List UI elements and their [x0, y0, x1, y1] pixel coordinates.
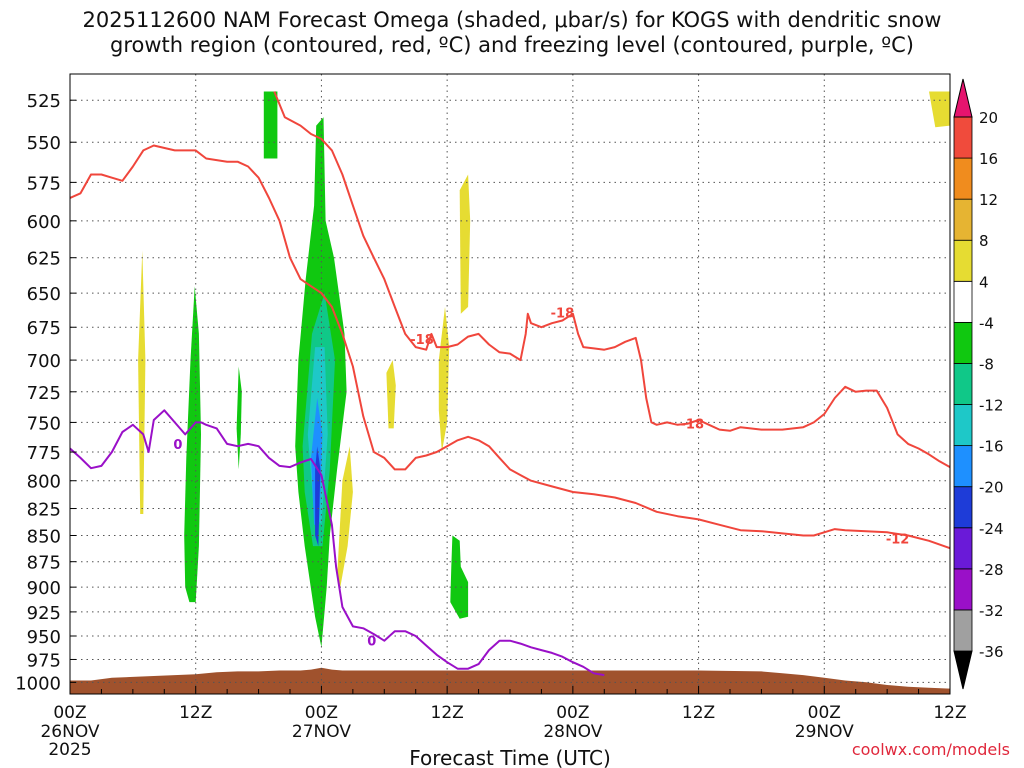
colorbar-swatch: [953, 239, 973, 282]
y-tick-label: 775: [27, 443, 61, 464]
x-tick-date-label: 26NOV: [40, 722, 99, 742]
y-tick-label: 875: [27, 553, 61, 574]
colorbar-swatch: [953, 445, 973, 488]
colorbar-swatch: [953, 198, 973, 241]
colorbar-swatch: [953, 280, 973, 323]
colorbar-label: -4: [979, 314, 994, 332]
y-tick-label: 950: [27, 627, 61, 648]
grid: [69, 74, 951, 694]
colorbar-label: 8: [979, 232, 989, 250]
omega-shade-region: [438, 306, 450, 452]
contour-lines: [70, 91, 950, 677]
x-tick-date-label: 28NOV: [543, 722, 602, 742]
colorbar-label: -24: [979, 520, 1004, 538]
omega-shade-region: [236, 366, 242, 470]
contour-label: -18: [681, 418, 705, 433]
contour-line: [273, 91, 950, 468]
colorbar-swatch: [953, 363, 973, 405]
contour-label: 0: [173, 438, 182, 453]
colorbar-label: 4: [979, 273, 989, 291]
y-tick-label: 600: [27, 212, 61, 233]
omega-shade-region: [337, 446, 353, 588]
y-tick-label: 550: [27, 133, 61, 154]
colorbar-label: 16: [979, 150, 998, 168]
plot-frame: [69, 73, 951, 695]
x-tick-label: 12Z: [431, 703, 464, 723]
x-axis-label: Forecast Time (UTC): [409, 746, 611, 768]
y-axis: 525 550 575 600 625 650 675 700 725 750 775 800 825 8…: [15, 91, 76, 694]
contour-labels: -18 -18 -18 -12 0 0: [173, 306, 909, 649]
colorbar-swatch: [953, 321, 973, 364]
omega-shade-region: [386, 360, 396, 429]
colorbar-label: -28: [979, 561, 1004, 579]
x-tick-label: 00Z: [305, 703, 338, 723]
y-tick-label: 900: [27, 578, 61, 599]
y-tick-label: 575: [27, 173, 61, 194]
omega-shade-region: [450, 535, 469, 619]
colorbar-swatch: [953, 157, 973, 200]
omega-shading: [138, 91, 950, 648]
colorbar-max-triangle: [953, 78, 973, 118]
contour-label: 0: [367, 635, 376, 650]
colorbar-label: -12: [979, 397, 1004, 415]
colorbar-swatch: [953, 116, 973, 159]
y-tick-label: 975: [27, 650, 61, 671]
contour-label: -12: [886, 533, 910, 548]
x-tick-year-label: 2025: [48, 740, 91, 760]
y-tick-label: 700: [27, 351, 61, 372]
contour-label: -18: [410, 333, 434, 348]
x-tick-label: 12Z: [933, 703, 966, 723]
credit-text: coolwx.com/models: [852, 740, 1010, 759]
y-tick-label: 525: [27, 91, 61, 112]
colorbar-swatch: [953, 609, 973, 652]
x-tick-date-label: 27NOV: [292, 722, 351, 742]
y-tick-label: 850: [27, 527, 61, 548]
colorbar-label: 12: [979, 191, 998, 209]
chart-title: 2025112600 NAM Forecast Omega (shaded, μ…: [0, 8, 1024, 58]
contour-line: [70, 409, 605, 677]
y-tick-label: 650: [27, 284, 61, 305]
colorbar-label: -16: [979, 438, 1004, 456]
x-tick-label: 12Z: [179, 703, 212, 723]
omega-shade-region: [138, 250, 146, 514]
colorbar-min-triangle: [953, 650, 973, 690]
colorbar-swatch: [953, 404, 973, 447]
x-tick-label: 00Z: [556, 703, 589, 723]
chart-title-line2: growth region (contoured, red, ºC) and f…: [110, 33, 914, 57]
contour-line: [70, 144, 950, 550]
colorbar-label: -20: [979, 479, 1004, 497]
colorbar-label: 20: [979, 109, 998, 127]
omega-shade-region: [184, 286, 201, 603]
colorbar-label: -32: [979, 602, 1004, 620]
colorbar-label: -36: [979, 643, 1004, 661]
terrain-layer: [70, 667, 950, 694]
terrain-fill: [70, 667, 950, 694]
x-tick-label: 00Z: [53, 703, 86, 723]
colorbar-label: -8: [979, 355, 994, 373]
contour-label: -18: [551, 306, 575, 321]
omega-shade-region: [459, 174, 471, 314]
x-tick-date-label: 29NOV: [795, 722, 854, 742]
chart-title-line1: 2025112600 NAM Forecast Omega (shaded, μ…: [82, 8, 942, 32]
y-tick-label: 675: [27, 318, 61, 339]
omega-shade-region: [263, 91, 278, 159]
omega-shade-region: [929, 91, 950, 128]
x-tick-label: 00Z: [808, 703, 841, 723]
y-tick-label: 1000: [15, 673, 61, 694]
colorbar-swatch: [953, 486, 973, 529]
y-tick-label: 825: [27, 500, 61, 521]
colorbar-swatch: [953, 568, 973, 611]
colorbar: -36 -32 -28 -24 -20 -16 -12 -8 -4 4 8 12 16 20: [953, 78, 1004, 690]
y-tick-label: 925: [27, 603, 61, 624]
y-tick-label: 800: [27, 472, 61, 493]
y-tick-label: 625: [27, 249, 61, 270]
y-tick-label: 750: [27, 413, 61, 434]
colorbar-swatch: [953, 527, 973, 570]
y-tick-label: 725: [27, 383, 61, 404]
x-tick-label: 12Z: [682, 703, 715, 723]
